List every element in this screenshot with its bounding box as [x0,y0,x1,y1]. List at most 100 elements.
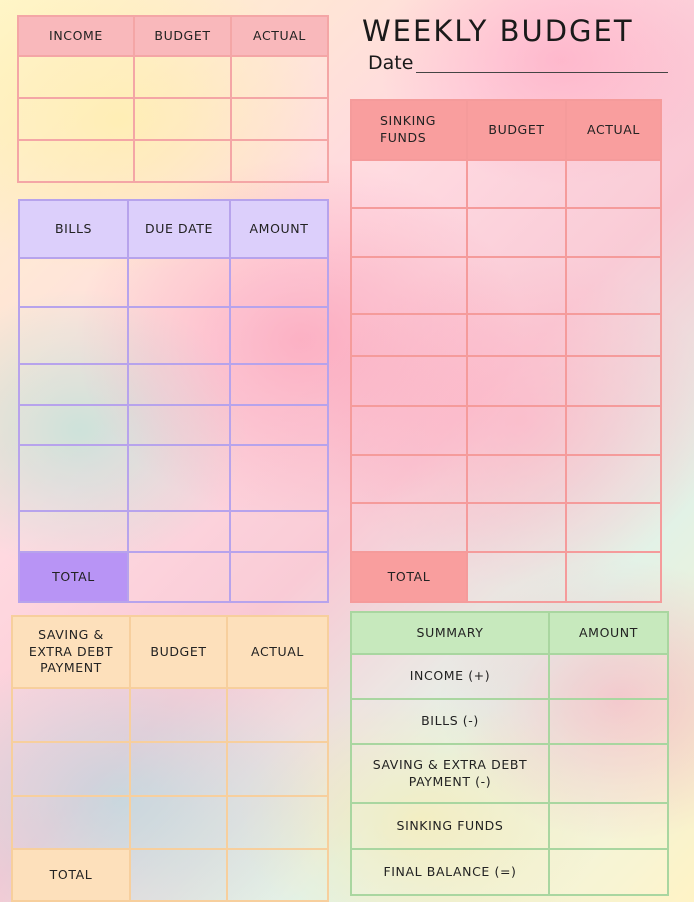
bill-due-date-cell[interactable] [127,257,231,308]
income-cell[interactable] [17,97,135,141]
summary-row-income: INCOME (+) [350,653,669,700]
income-actual-cell[interactable] [230,97,329,141]
summary-row-sinking: SINKING FUNDS [350,802,669,850]
sinking-fund-cell[interactable] [350,256,468,315]
income-budget-cell[interactable] [133,139,232,183]
summary-row-final: FINAL BALANCE (=) [350,848,669,896]
sinking-actual-cell[interactable] [565,405,662,456]
summary-row-saving: SAVING & EXTRA DEBT PAYMENT (-) [350,743,669,804]
sinking-budget-cell[interactable] [466,207,567,258]
saving-header-row: SAVING & EXTRA DEBT PAYMENT BUDGET ACTUA… [11,615,329,689]
sinking-actual-cell[interactable] [565,502,662,553]
bill-amount-cell[interactable] [229,404,329,446]
bills-total-row: TOTAL [18,551,329,603]
table-row [350,207,662,258]
sinking-fund-cell[interactable] [350,159,468,209]
bill-cell[interactable] [18,306,129,365]
table-row [350,256,662,315]
income-table: INCOME BUDGET ACTUAL [17,15,329,183]
sinking-actual-cell[interactable] [565,207,662,258]
bill-due-date-cell[interactable] [127,363,231,406]
bill-cell[interactable] [18,404,129,446]
income-cell[interactable] [17,55,135,99]
bill-amount-cell[interactable] [229,257,329,308]
sinking-actual-cell[interactable] [565,454,662,504]
sinking-actual-cell[interactable] [565,159,662,209]
bill-amount-cell[interactable] [229,510,329,553]
income-cell[interactable] [17,139,135,183]
bill-cell[interactable] [18,257,129,308]
saving-total-budget-cell[interactable] [129,848,228,902]
saving-cell[interactable] [11,687,131,743]
saving-cell[interactable] [11,795,131,850]
table-row [17,97,329,141]
sinking-actual-cell[interactable] [565,355,662,407]
bill-due-date-cell[interactable] [127,306,231,365]
bill-amount-cell[interactable] [229,306,329,365]
sinking-fund-cell[interactable] [350,454,468,504]
sinking-budget-cell[interactable] [466,502,567,553]
sinking-fund-cell[interactable] [350,207,468,258]
sinking-actual-header: ACTUAL [565,99,662,161]
income-header-row: INCOME BUDGET ACTUAL [17,15,329,57]
saving-debt-table: SAVING & EXTRA DEBT PAYMENT BUDGET ACTUA… [11,615,329,902]
table-row [350,159,662,209]
sinking-fund-cell[interactable] [350,502,468,553]
summary-sinking-label: SINKING FUNDS [350,802,550,850]
summary-saving-label: SAVING & EXTRA DEBT PAYMENT (-) [350,743,550,804]
bill-cell[interactable] [18,510,129,553]
bills-total-amount-cell[interactable] [229,551,329,603]
date-label: Date [368,52,414,74]
summary-header: SUMMARY [350,611,550,655]
table-row [18,306,329,365]
sinking-actual-cell[interactable] [565,256,662,315]
bill-amount-cell[interactable] [229,363,329,406]
summary-header-row: SUMMARY AMOUNT [350,611,669,655]
summary-final-amount[interactable] [548,848,669,896]
saving-total-actual-cell[interactable] [226,848,329,902]
bills-due-date-header: DUE DATE [127,199,231,259]
sinking-budget-cell[interactable] [466,405,567,456]
sinking-budget-cell[interactable] [466,355,567,407]
bills-total-due-cell[interactable] [127,551,231,603]
sinking-total-actual-cell[interactable] [565,551,662,603]
income-budget-cell[interactable] [133,55,232,99]
summary-saving-amount[interactable] [548,743,669,804]
bill-due-date-cell[interactable] [127,510,231,553]
sinking-fund-cell[interactable] [350,405,468,456]
saving-actual-cell[interactable] [226,795,329,850]
sinking-total-budget-cell[interactable] [466,551,567,603]
sinking-actual-cell[interactable] [565,313,662,357]
summary-sinking-amount[interactable] [548,802,669,850]
sinking-total-row: TOTAL [350,551,662,603]
table-row [350,502,662,553]
sinking-fund-cell[interactable] [350,313,468,357]
saving-budget-cell[interactable] [129,741,228,797]
sinking-fund-cell[interactable] [350,355,468,407]
summary-income-label: INCOME (+) [350,653,550,700]
date-field[interactable]: Date [368,52,668,74]
table-row [18,257,329,308]
bill-cell[interactable] [18,444,129,512]
income-budget-cell[interactable] [133,97,232,141]
saving-budget-cell[interactable] [129,795,228,850]
saving-actual-cell[interactable] [226,741,329,797]
sinking-budget-cell[interactable] [466,313,567,357]
table-row [11,741,329,797]
bill-amount-cell[interactable] [229,444,329,512]
sinking-budget-cell[interactable] [466,256,567,315]
bill-due-date-cell[interactable] [127,444,231,512]
bill-due-date-cell[interactable] [127,404,231,446]
saving-actual-cell[interactable] [226,687,329,743]
summary-bills-amount[interactable] [548,698,669,745]
income-actual-cell[interactable] [230,55,329,99]
summary-income-amount[interactable] [548,653,669,700]
bill-cell[interactable] [18,363,129,406]
saving-actual-header: ACTUAL [226,615,329,689]
saving-cell[interactable] [11,741,131,797]
sinking-budget-cell[interactable] [466,159,567,209]
saving-budget-cell[interactable] [129,687,228,743]
income-actual-cell[interactable] [230,139,329,183]
summary-table: SUMMARY AMOUNT INCOME (+) BILLS (-) SAVI… [350,611,669,896]
sinking-budget-cell[interactable] [466,454,567,504]
